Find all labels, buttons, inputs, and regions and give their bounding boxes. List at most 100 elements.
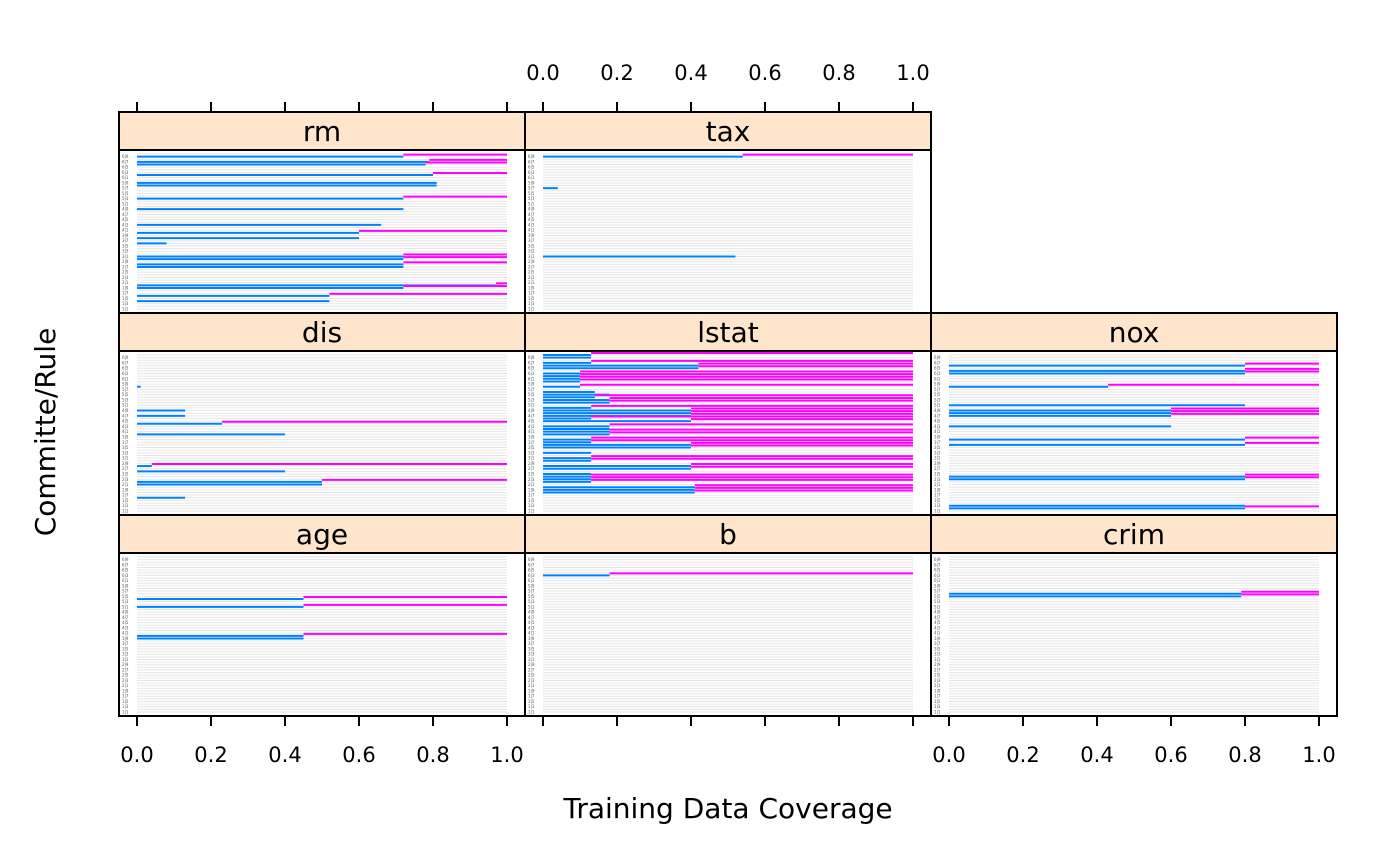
row-label: 1|9 xyxy=(934,688,941,693)
row-label: 2|1 xyxy=(934,683,941,688)
row-label: 5|5 xyxy=(122,594,129,599)
row-label: 3|1 xyxy=(528,657,535,662)
row-label: 3|5 xyxy=(528,445,535,450)
row-label: 5|9 xyxy=(122,583,129,588)
row-label: 2|5 xyxy=(934,673,941,678)
panel-strip-label: crim xyxy=(1103,518,1165,551)
row-label: 1|5 xyxy=(934,699,941,704)
row-label: 4|1 xyxy=(934,429,941,434)
row-label: 6|9 xyxy=(122,557,129,562)
row-label: 1|1 xyxy=(122,710,129,715)
row-labels: 1|11|31|51|71|92|12|32|52|72|93|13|33|53… xyxy=(934,355,941,513)
x-tick-label: 0.2 xyxy=(600,61,633,85)
row-label: 1|9 xyxy=(122,487,129,492)
row-label: 2|5 xyxy=(122,471,129,476)
row-label: 6|5 xyxy=(528,568,535,573)
row-label: 2|9 xyxy=(528,259,535,264)
row-label: 2|5 xyxy=(122,270,129,275)
row-label: 1|7 xyxy=(528,291,535,296)
row-label: 3|7 xyxy=(934,641,941,646)
row-label: 2|3 xyxy=(528,275,535,280)
row-label: 3|7 xyxy=(122,238,129,243)
row-label: 1|9 xyxy=(528,487,535,492)
row-label: 5|1 xyxy=(528,604,535,609)
row-label: 3|1 xyxy=(122,456,129,461)
row-label: 5|1 xyxy=(122,403,129,408)
panel-age: 1|11|31|51|71|92|12|32|52|72|93|13|33|53… xyxy=(118,514,526,717)
row-label: 2|5 xyxy=(528,270,535,275)
row-label: 2|9 xyxy=(122,461,129,466)
row-label: 1|3 xyxy=(528,704,535,709)
row-label: 3|5 xyxy=(122,445,129,450)
row-label: 6|7 xyxy=(528,360,535,365)
row-label: 6|9 xyxy=(934,355,941,360)
row-label: 4|3 xyxy=(934,625,941,630)
panel-strip xyxy=(524,514,932,554)
panel-strip-label: tax xyxy=(706,115,751,148)
row-label: 1|3 xyxy=(122,704,129,709)
row-label: 5|1 xyxy=(528,403,535,408)
row-label: 4|9 xyxy=(934,408,941,413)
panel-crim: 1|11|31|51|71|92|12|32|52|72|93|13|33|53… xyxy=(930,514,1338,717)
panel-grid xyxy=(949,354,1319,512)
row-label: 3|9 xyxy=(122,636,129,641)
row-label: 6|7 xyxy=(122,562,129,567)
row-label: 1|3 xyxy=(122,503,129,508)
row-label: 6|9 xyxy=(528,355,535,360)
row-label: 1|5 xyxy=(122,699,129,704)
row-label: 2|7 xyxy=(528,264,535,269)
panel-lstat: 1|11|31|51|71|92|12|32|52|72|93|13|33|53… xyxy=(524,312,932,516)
panel-strip-label: b xyxy=(719,518,737,551)
row-label: 6|1 xyxy=(528,376,535,381)
row-label: 1|9 xyxy=(934,487,941,492)
row-label: 3|3 xyxy=(934,450,941,455)
row-label: 2|1 xyxy=(528,482,535,487)
panel-grid xyxy=(543,556,913,713)
row-label: 6|9 xyxy=(122,154,129,159)
row-label: 3|7 xyxy=(528,440,535,445)
row-label: 2|3 xyxy=(934,477,941,482)
x-tick-label: 0.8 xyxy=(1228,743,1261,767)
row-label: 4|3 xyxy=(122,222,129,227)
row-label: 3|3 xyxy=(528,652,535,657)
panel-grid xyxy=(949,556,1319,713)
x-tick-label: 0.2 xyxy=(194,743,227,767)
row-label: 6|3 xyxy=(528,573,535,578)
panel-strip-label: nox xyxy=(1109,316,1160,349)
row-label: 2|3 xyxy=(122,678,129,683)
row-label: 4|1 xyxy=(122,429,129,434)
row-label: 3|9 xyxy=(934,636,941,641)
row-label: 3|3 xyxy=(934,652,941,657)
row-label: 6|1 xyxy=(934,376,941,381)
row-label: 3|7 xyxy=(122,440,129,445)
row-label: 4|9 xyxy=(934,610,941,615)
row-label: 4|5 xyxy=(528,217,535,222)
row-label: 1|5 xyxy=(528,498,535,503)
row-label: 4|9 xyxy=(528,207,535,212)
row-label: 6|1 xyxy=(528,175,535,180)
row-label: 1|9 xyxy=(528,688,535,693)
row-label: 4|1 xyxy=(528,429,535,434)
row-label: 5|7 xyxy=(528,186,535,191)
y-axis-title: Committe/Rule xyxy=(29,328,62,537)
row-label: 5|5 xyxy=(934,392,941,397)
row-label: 2|7 xyxy=(122,264,129,269)
row-label: 6|1 xyxy=(528,578,535,583)
row-label: 5|5 xyxy=(528,594,535,599)
row-label: 5|1 xyxy=(122,604,129,609)
row-label: 4|9 xyxy=(122,207,129,212)
row-label: 2|5 xyxy=(528,673,535,678)
row-label: 2|9 xyxy=(528,662,535,667)
row-label: 3|5 xyxy=(528,243,535,248)
row-label: 1|5 xyxy=(528,699,535,704)
row-label: 5|7 xyxy=(122,387,129,392)
row-label: 1|7 xyxy=(934,493,941,498)
row-label: 5|3 xyxy=(528,599,535,604)
row-label: 3|3 xyxy=(122,450,129,455)
x-tick-label: 0.6 xyxy=(1154,743,1187,767)
row-label: 6|7 xyxy=(122,360,129,365)
row-label: 2|9 xyxy=(122,259,129,264)
row-label: 6|7 xyxy=(528,562,535,567)
row-label: 5|7 xyxy=(934,589,941,594)
